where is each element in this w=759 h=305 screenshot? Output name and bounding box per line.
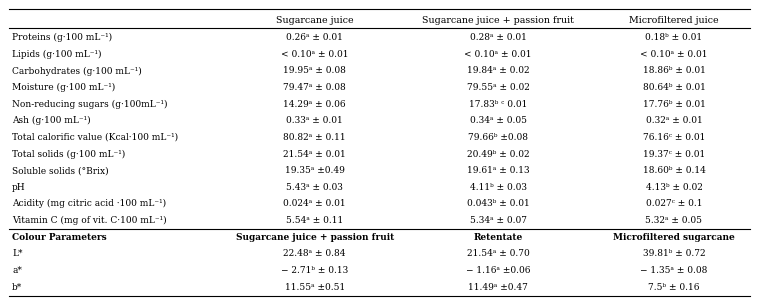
Text: 22.48ᵃ ± 0.84: 22.48ᵃ ± 0.84	[283, 249, 346, 258]
Text: 79.55ᵃ ± 0.02: 79.55ᵃ ± 0.02	[467, 83, 530, 92]
Text: Proteins (g·100 mL⁻¹): Proteins (g·100 mL⁻¹)	[12, 33, 112, 42]
Text: 11.55ᵃ ±0.51: 11.55ᵃ ±0.51	[285, 282, 345, 292]
Text: 5.32ᵃ ± 0.05: 5.32ᵃ ± 0.05	[645, 216, 703, 225]
Text: 20.49ᵇ ± 0.02: 20.49ᵇ ± 0.02	[467, 149, 529, 159]
Text: 17.83ᵇ ᶜ 0.01: 17.83ᵇ ᶜ 0.01	[469, 100, 528, 109]
Text: Non-reducing sugars (g·100mL⁻¹): Non-reducing sugars (g·100mL⁻¹)	[12, 100, 168, 109]
Text: 11.49ᵃ ±0.47: 11.49ᵃ ±0.47	[468, 282, 528, 292]
Text: Colour Parameters: Colour Parameters	[12, 233, 107, 242]
Text: 0.33ᵃ ± 0.01: 0.33ᵃ ± 0.01	[286, 116, 343, 125]
Text: Acidity (mg citric acid ·100 mL⁻¹): Acidity (mg citric acid ·100 mL⁻¹)	[12, 199, 166, 209]
Text: Microfiltered juice: Microfiltered juice	[629, 16, 719, 25]
Text: − 1.35ᵃ ± 0.08: − 1.35ᵃ ± 0.08	[641, 266, 707, 275]
Text: Vitamin C (mg of vit. C·100 mL⁻¹): Vitamin C (mg of vit. C·100 mL⁻¹)	[12, 216, 167, 225]
Text: 0.024ᵃ ± 0.01: 0.024ᵃ ± 0.01	[283, 199, 346, 208]
Text: pH: pH	[12, 183, 26, 192]
Text: L*: L*	[12, 249, 23, 258]
Text: 19.95ᵃ ± 0.08: 19.95ᵃ ± 0.08	[283, 66, 346, 75]
Text: Total solids (g·100 mL⁻¹): Total solids (g·100 mL⁻¹)	[12, 149, 125, 159]
Text: Soluble solids (°Brix): Soluble solids (°Brix)	[12, 166, 109, 175]
Text: 0.027ᶜ ± 0.1: 0.027ᶜ ± 0.1	[646, 199, 702, 208]
Text: 76.16ᶜ ± 0.01: 76.16ᶜ ± 0.01	[643, 133, 705, 142]
Text: 0.18ᵇ ± 0.01: 0.18ᵇ ± 0.01	[645, 33, 703, 42]
Text: 79.66ᵇ ±0.08: 79.66ᵇ ±0.08	[468, 133, 528, 142]
Text: 0.32ᵃ ± 0.01: 0.32ᵃ ± 0.01	[646, 116, 702, 125]
Text: Moisture (g·100 mL⁻¹): Moisture (g·100 mL⁻¹)	[12, 83, 115, 92]
Text: Ash (g·100 mL⁻¹): Ash (g·100 mL⁻¹)	[12, 116, 91, 125]
Text: 4.13ᵇ ± 0.02: 4.13ᵇ ± 0.02	[645, 183, 702, 192]
Text: 17.76ᵇ ± 0.01: 17.76ᵇ ± 0.01	[643, 100, 705, 109]
Text: Retentate: Retentate	[474, 233, 523, 242]
Text: Sugarcane juice + passion fruit: Sugarcane juice + passion fruit	[235, 233, 394, 242]
Text: − 2.71ᵇ ± 0.13: − 2.71ᵇ ± 0.13	[281, 266, 348, 275]
Text: 5.43ᵃ ± 0.03: 5.43ᵃ ± 0.03	[286, 183, 343, 192]
Text: 21.54ᵃ ± 0.01: 21.54ᵃ ± 0.01	[283, 149, 346, 159]
Text: 19.84ᵃ ± 0.02: 19.84ᵃ ± 0.02	[467, 66, 529, 75]
Text: 39.81ᵇ ± 0.72: 39.81ᵇ ± 0.72	[643, 249, 705, 258]
Text: 0.28ᵃ ± 0.01: 0.28ᵃ ± 0.01	[470, 33, 527, 42]
Text: 19.37ᶜ ± 0.01: 19.37ᶜ ± 0.01	[643, 149, 705, 159]
Text: 18.86ᵇ ± 0.01: 18.86ᵇ ± 0.01	[643, 66, 705, 75]
Text: 18.60ᵇ ± 0.14: 18.60ᵇ ± 0.14	[643, 166, 705, 175]
Text: − 1.16ᵃ ±0.06: − 1.16ᵃ ±0.06	[466, 266, 531, 275]
Text: < 0.10ᵃ ± 0.01: < 0.10ᵃ ± 0.01	[281, 50, 348, 59]
Text: 19.61ᵃ ± 0.13: 19.61ᵃ ± 0.13	[467, 166, 529, 175]
Text: Microfiltered sugarcane: Microfiltered sugarcane	[613, 233, 735, 242]
Text: 21.54ᵃ ± 0.70: 21.54ᵃ ± 0.70	[467, 249, 529, 258]
Text: 79.47ᵃ ± 0.08: 79.47ᵃ ± 0.08	[283, 83, 346, 92]
Text: 14.29ᵃ ± 0.06: 14.29ᵃ ± 0.06	[283, 100, 346, 109]
Text: 0.043ᵇ ± 0.01: 0.043ᵇ ± 0.01	[467, 199, 529, 208]
Text: Carbohydrates (g·100 mL⁻¹): Carbohydrates (g·100 mL⁻¹)	[12, 66, 142, 76]
Text: 4.11ᵇ ± 0.03: 4.11ᵇ ± 0.03	[470, 183, 527, 192]
Text: < 0.10ᵃ ± 0.01: < 0.10ᵃ ± 0.01	[465, 50, 532, 59]
Text: Lipids (g·100 mL⁻¹): Lipids (g·100 mL⁻¹)	[12, 50, 102, 59]
Text: b*: b*	[12, 282, 23, 292]
Text: 7.5ᵇ ± 0.16: 7.5ᵇ ± 0.16	[648, 282, 700, 292]
Text: 5.54ᵃ ± 0.11: 5.54ᵃ ± 0.11	[286, 216, 343, 225]
Text: Sugarcane juice + passion fruit: Sugarcane juice + passion fruit	[422, 16, 574, 25]
Text: < 0.10ᵃ ± 0.01: < 0.10ᵃ ± 0.01	[640, 50, 707, 59]
Text: 0.26ᵃ ± 0.01: 0.26ᵃ ± 0.01	[286, 33, 343, 42]
Text: 0.34ᵃ ± 0.05: 0.34ᵃ ± 0.05	[470, 116, 527, 125]
Text: Sugarcane juice: Sugarcane juice	[276, 16, 354, 25]
Text: a*: a*	[12, 266, 22, 275]
Text: Total calorific value (Kcal·100 mL⁻¹): Total calorific value (Kcal·100 mL⁻¹)	[12, 133, 178, 142]
Text: 80.64ᵇ ± 0.01: 80.64ᵇ ± 0.01	[643, 83, 705, 92]
Text: 80.82ᵃ ± 0.11: 80.82ᵃ ± 0.11	[283, 133, 346, 142]
Text: 19.35ᵃ ±0.49: 19.35ᵃ ±0.49	[285, 166, 345, 175]
Text: 5.34ᵃ ± 0.07: 5.34ᵃ ± 0.07	[470, 216, 527, 225]
